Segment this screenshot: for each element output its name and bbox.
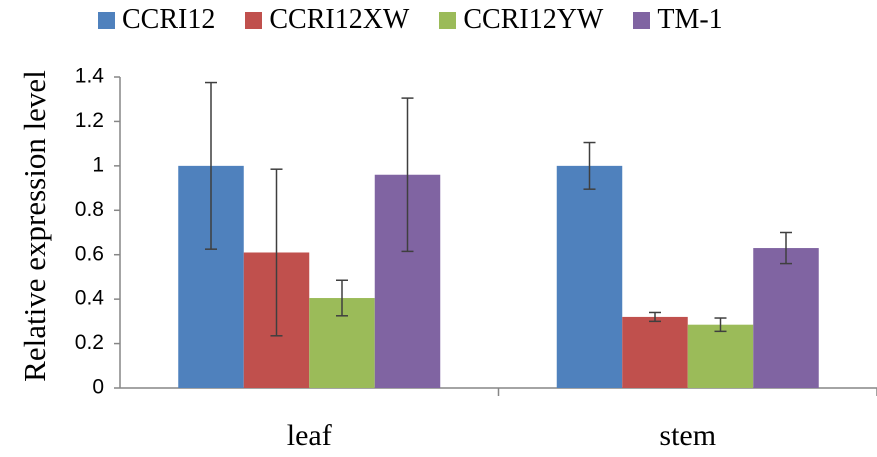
- error-bar-ccri12yw-leaf: [336, 279, 348, 317]
- legend-label-ccri12xw: CCRI12XW: [269, 4, 410, 35]
- legend-item-ccri12: CCRI12: [98, 4, 215, 36]
- x-axis-ticks: [497, 388, 877, 396]
- legend-label-ccri12yw: CCRI12YW: [463, 4, 604, 35]
- legend-swatch-tm-1: [633, 11, 651, 29]
- legend-swatch-ccri12yw: [439, 11, 457, 29]
- y-tick-label: 0: [92, 376, 104, 399]
- category-label-stem: stem: [659, 419, 716, 452]
- error-bar-ccri12-stem: [583, 141, 596, 190]
- error-bar-tm-1-stem: [780, 231, 792, 265]
- y-tick-label: 0.8: [75, 198, 104, 221]
- y-axis-title: Relative expression level: [17, 70, 52, 382]
- bars-group: [178, 165, 819, 388]
- error-bar-ccri12xw-leaf: [270, 168, 283, 337]
- chart-legend: CCRI12 CCRI12XW CCRI12YW TM-1: [98, 2, 753, 38]
- legend-label-ccri12: CCRI12: [122, 4, 216, 35]
- error-bar-ccri12-leaf: [205, 81, 217, 250]
- category-label-leaf: leaf: [287, 419, 332, 452]
- bar-tm-1-stem: [753, 248, 819, 388]
- y-tick-label: 1.4: [75, 65, 105, 88]
- y-axis-ticks: 0 0.2 0.4 0.6 0.8 1 1.2 1.4: [75, 65, 120, 399]
- y-tick-label: 0.6: [75, 242, 104, 265]
- y-tick-label: 1.2: [75, 109, 104, 132]
- y-tick-label: 1: [92, 153, 104, 176]
- error-bar-ccri12xw-stem: [649, 311, 661, 323]
- category-labels: leaf stem: [287, 419, 716, 452]
- bar-ccri12-stem: [556, 165, 623, 388]
- bar-ccri12xw-stem: [622, 316, 688, 388]
- error-bars-group: [205, 81, 792, 337]
- legend-swatch-ccri12: [98, 11, 115, 29]
- error-bar-tm-1-leaf: [401, 97, 414, 253]
- legend-label-tm-1: TM-1: [657, 4, 723, 35]
- legend-item-tm-1: TM-1: [633, 4, 723, 36]
- error-bar-ccri12yw-stem: [714, 317, 727, 333]
- legend-item-ccri12xw: CCRI12XW: [245, 4, 409, 36]
- y-tick-label: 0.4: [75, 287, 105, 310]
- y-tick-label: 0.2: [75, 331, 104, 354]
- bar-ccri12yw-stem: [687, 324, 754, 388]
- legend-item-ccri12yw: CCRI12YW: [439, 4, 603, 36]
- legend-swatch-ccri12xw: [245, 11, 263, 29]
